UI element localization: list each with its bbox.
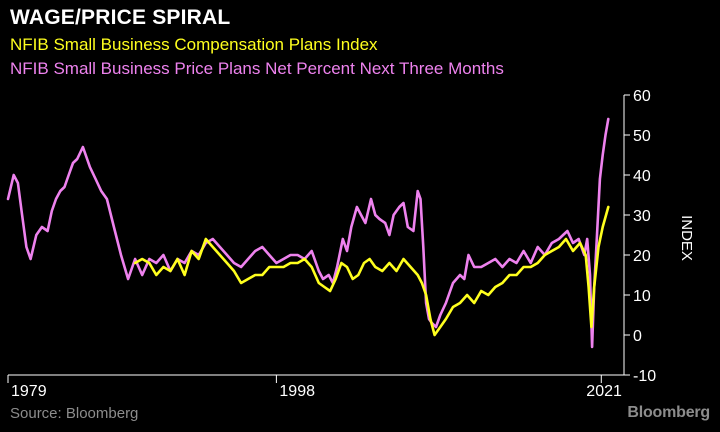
y-tick-label: 10: [633, 288, 651, 305]
y-tick-label: 0: [633, 328, 642, 345]
y-axis-label: INDEX: [678, 215, 695, 261]
legend-price: NFIB Small Business Price Plans Net Perc…: [10, 59, 504, 78]
brand-logo: Bloomberg: [627, 404, 710, 421]
y-tick-label: 60: [633, 88, 651, 105]
x-tick-label: 1979: [11, 383, 47, 400]
x-tick-label: 2021: [586, 383, 622, 400]
y-tick-label: 30: [633, 208, 651, 225]
legend-compensation: NFIB Small Business Compensation Plans I…: [10, 35, 378, 54]
y-tick-label: 20: [633, 248, 651, 265]
y-tick-label: -10: [633, 368, 656, 385]
series-layer: [6, 117, 610, 349]
y-tick-label: 40: [633, 168, 651, 185]
axis-layer: -10 0 10 20 30 40 50 60 1979 1998 2021: [7, 88, 656, 400]
y-tick-label: 50: [633, 128, 651, 145]
series-line-compensation-plans: [133, 205, 610, 337]
chart-title: WAGE/PRICE SPIRAL: [10, 6, 231, 29]
x-tick-label: 1998: [279, 383, 315, 400]
series-line-price-plans: [6, 117, 610, 349]
source-note: Source: Bloomberg: [10, 405, 139, 422]
